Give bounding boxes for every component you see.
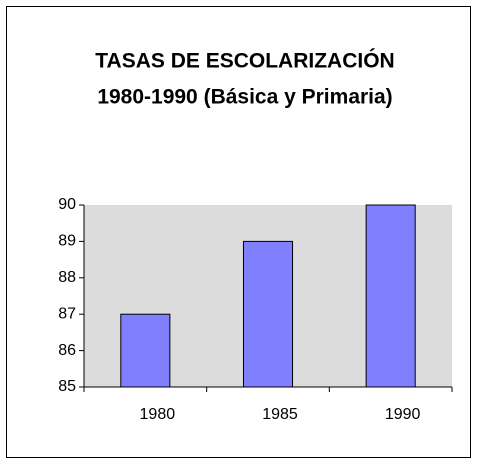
bar <box>365 204 416 388</box>
y-tick-label: 89 <box>58 233 76 250</box>
y-tick-label: 88 <box>58 269 76 286</box>
x-tick-label: 1990 <box>385 406 421 423</box>
y-tick-label: 87 <box>58 305 76 322</box>
chart-title: 1980-1990 (Básica y Primaria) <box>97 86 392 109</box>
bar <box>242 240 294 388</box>
bar <box>120 313 171 388</box>
x-tick-label: 1980 <box>140 406 176 423</box>
y-tick-label: 85 <box>58 378 76 395</box>
y-tick-label: 86 <box>58 342 76 359</box>
x-tick-label: 1985 <box>262 406 298 423</box>
chart-title: TASAS DE ESCOLARIZACIÓN <box>95 49 394 73</box>
y-tick-label: 90 <box>58 196 76 213</box>
